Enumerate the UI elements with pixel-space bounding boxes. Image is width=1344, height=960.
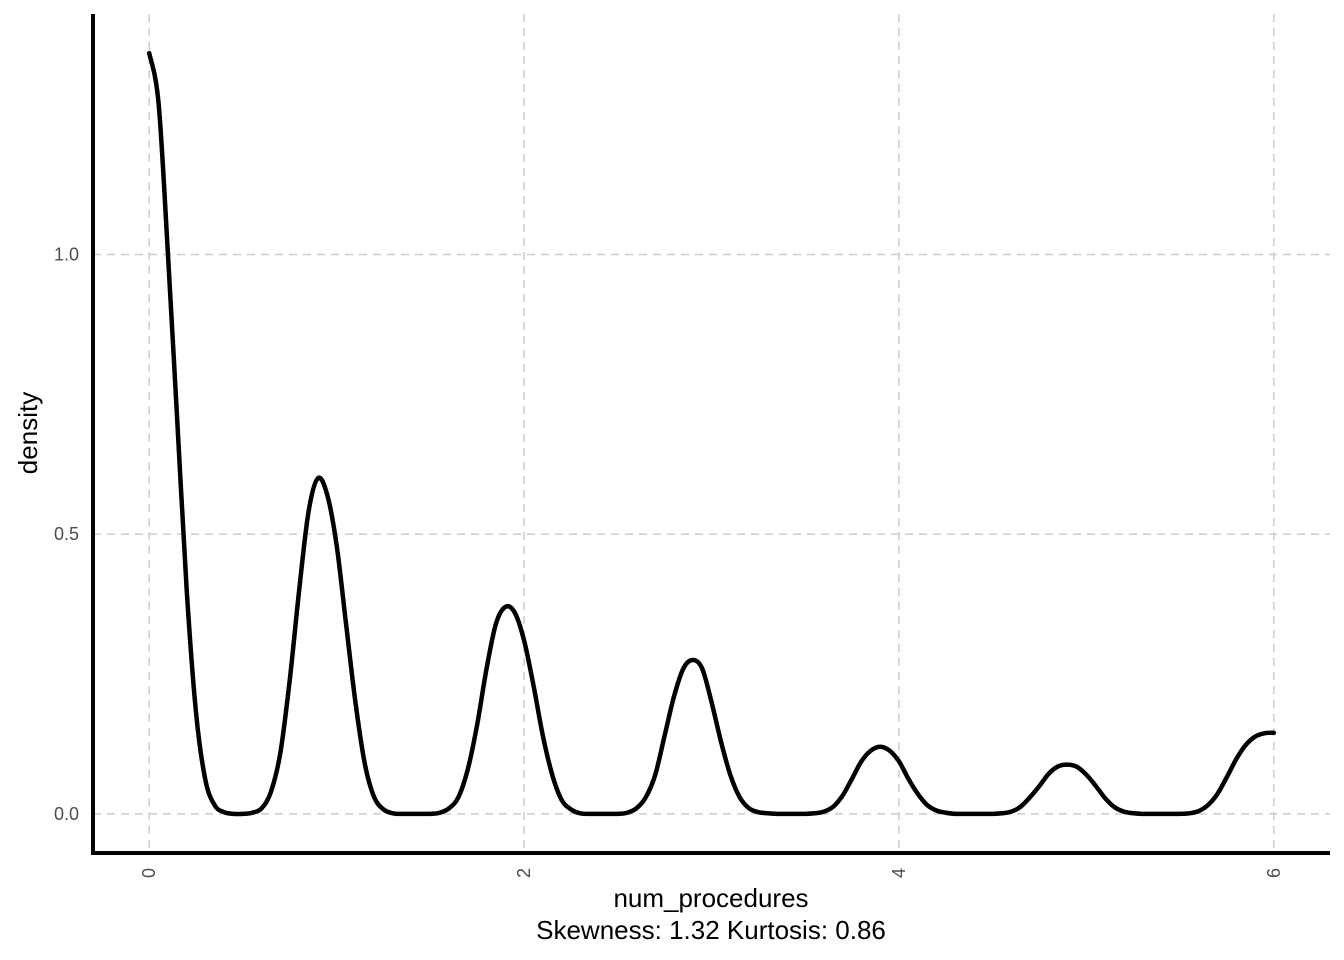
x-tick-label: 6 xyxy=(1264,868,1284,878)
x-tick-label: 4 xyxy=(889,868,909,878)
y-axis-title: density xyxy=(13,392,43,474)
grid-lines xyxy=(93,14,1330,853)
axes xyxy=(91,14,1330,855)
density-curve-layer xyxy=(146,50,1277,817)
x-axis-title: num_procedures xyxy=(613,883,808,913)
x-tick-label: 0 xyxy=(139,868,159,878)
y-tick-label: 0.5 xyxy=(54,524,79,544)
y-tick-labels: 0.0 0.5 1.0 xyxy=(54,245,79,824)
x-tick-label: 2 xyxy=(514,868,534,878)
y-tick-label: 1.0 xyxy=(54,245,79,265)
chart-subtitle: Skewness: 1.32 Kurtosis: 0.86 xyxy=(536,915,886,945)
x-tick-labels: 0 2 4 6 xyxy=(139,868,1284,878)
y-tick-label: 0.0 xyxy=(54,804,79,824)
density-curve xyxy=(146,50,1277,817)
